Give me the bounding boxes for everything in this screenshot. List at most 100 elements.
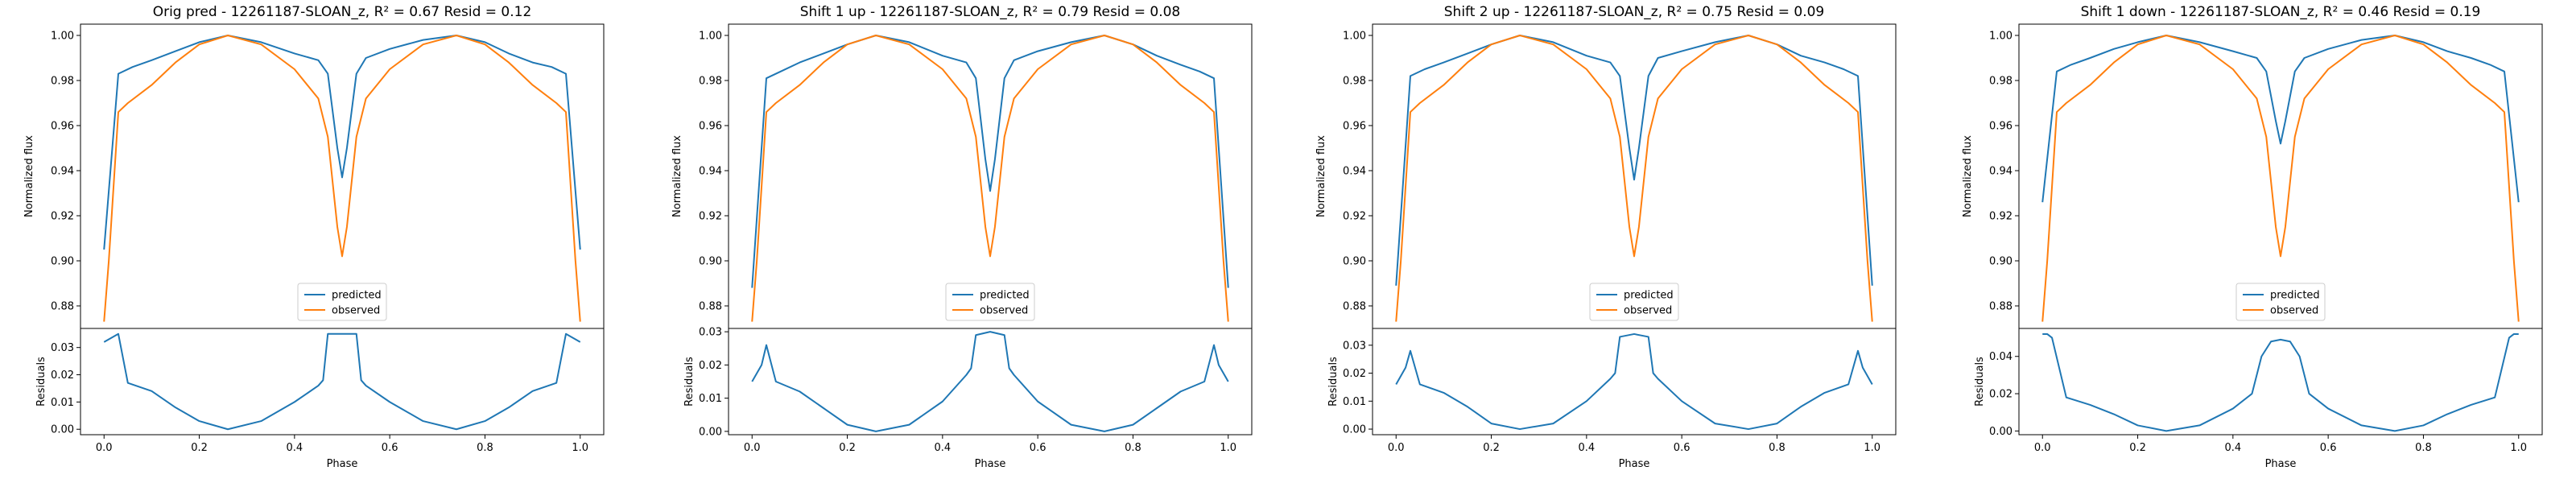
residual-ylabel: Residuals [683, 357, 696, 407]
residual-ytick-label: 0.02 [1343, 368, 1366, 380]
residual-ytick-label: 0.02 [1989, 389, 2013, 401]
flux-ytick-label: 0.92 [699, 211, 722, 223]
subplot-4: Shift 1 down - 12261187-SLOAN_z, R² = 0.… [1962, 4, 2543, 470]
series-observed-line [751, 35, 1229, 322]
legend-box [945, 283, 1035, 321]
chart-title: Shift 1 down - 12261187-SLOAN_z, R² = 0.… [2081, 4, 2481, 20]
chart-title: Shift 2 up - 12261187-SLOAN_z, R² = 0.75… [1444, 4, 1824, 20]
flux-ytick-label: 1.00 [699, 31, 722, 43]
flux-ytick-label: 0.90 [51, 256, 74, 268]
flux-ytick-label: 0.92 [1343, 211, 1366, 223]
legend-label-observed: observed [2270, 305, 2318, 317]
flux-ytick-label: 1.00 [51, 31, 74, 43]
phase-xtick-label: 0.8 [1125, 442, 1141, 454]
phase-xtick-label: 0.6 [2320, 442, 2337, 454]
flux-ytick-label: 0.88 [51, 301, 74, 313]
legend-label-predicted: predicted [2270, 290, 2320, 302]
series-observed-line [1395, 35, 1873, 322]
flux-ytick-label: 0.94 [1989, 166, 2013, 178]
residual-ytick-label: 0.01 [51, 397, 74, 409]
flux-ytick-label: 0.90 [699, 256, 722, 268]
flux-ytick-label: 0.88 [1989, 301, 2013, 313]
flux-ytick-label: 0.94 [1343, 166, 1366, 178]
series-predicted-line [751, 35, 1229, 288]
phase-xtick-label: 0.8 [2415, 442, 2432, 454]
phase-xtick-label: 0.4 [287, 442, 303, 454]
residual-ytick-label: 0.03 [699, 327, 722, 339]
phase-xlabel: Phase [1619, 458, 1650, 470]
subplot-3: Shift 2 up - 12261187-SLOAN_z, R² = 0.75… [1315, 4, 1897, 470]
series-residuals-line [103, 332, 581, 431]
chart-title: Shift 1 up - 12261187-SLOAN_z, R² = 0.79… [800, 4, 1180, 20]
phase-xtick-label: 0.6 [1674, 442, 1690, 454]
phase-xlabel: Phase [2265, 458, 2297, 470]
flux-ytick-label: 0.88 [1343, 301, 1366, 313]
legend-label-observed: observed [980, 305, 1028, 317]
residual-ytick-label: 0.03 [51, 342, 74, 354]
legend-label-predicted: predicted [980, 290, 1030, 302]
subplot-2: Shift 1 up - 12261187-SLOAN_z, R² = 0.79… [671, 4, 1253, 470]
residual-ytick-label: 0.00 [1989, 426, 2013, 438]
series-observed-line [2041, 35, 2520, 322]
phase-xtick-label: 1.0 [1220, 442, 1236, 454]
series-residuals-line [751, 331, 1229, 432]
phase-xtick-label: 0.2 [839, 442, 856, 454]
phase-xtick-label: 0.2 [2129, 442, 2146, 454]
chart-title: Orig pred - 12261187-SLOAN_z, R² = 0.67 … [153, 4, 532, 20]
residual-ytick-label: 0.00 [51, 424, 74, 436]
residual-ytick-label: 0.00 [1343, 424, 1366, 436]
flux-ytick-label: 0.96 [1343, 121, 1366, 133]
legend-box [2235, 283, 2326, 321]
residual-ytick-label: 0.03 [1343, 340, 1366, 352]
flux-ytick-label: 0.90 [1989, 256, 2013, 268]
residual-ytick-label: 0.01 [1343, 396, 1366, 408]
residual-axes-frame [1372, 328, 1897, 436]
flux-ytick-label: 0.94 [699, 166, 722, 178]
legend-label-observed: observed [1624, 305, 1672, 317]
phase-xlabel: Phase [327, 458, 358, 470]
flux-ytick-label: 0.88 [699, 301, 722, 313]
flux-ytick-label: 0.98 [1989, 76, 2013, 88]
residual-ytick-label: 0.00 [699, 426, 722, 438]
residual-ylabel: Residuals [1327, 357, 1340, 407]
phase-xtick-label: 0.4 [1579, 442, 1596, 454]
legend-label-predicted: predicted [332, 290, 382, 302]
flux-axes-frame [728, 23, 1253, 329]
flux-ylabel: Normalized flux [23, 135, 35, 217]
series-predicted-line [2041, 35, 2520, 203]
legend-box [297, 283, 387, 321]
legend-box [1589, 283, 1679, 321]
legend: predicted observed [2235, 283, 2326, 321]
flux-ytick-label: 0.94 [51, 166, 74, 178]
flux-ytick-label: 0.96 [699, 121, 722, 133]
series-predicted-line [1395, 35, 1873, 286]
flux-ylabel: Normalized flux [671, 135, 683, 217]
residual-ylabel: Residuals [1974, 357, 1986, 407]
series-residuals-line [1395, 332, 1873, 431]
phase-xtick-label: 1.0 [1864, 442, 1880, 454]
flux-ytick-label: 0.98 [1343, 76, 1366, 88]
flux-ytick-label: 0.92 [51, 211, 74, 223]
flux-axes-frame [2018, 23, 2543, 329]
series-residuals-line [2042, 332, 2519, 432]
phase-xtick-label: 0.2 [191, 442, 208, 454]
residual-ytick-label: 0.04 [1989, 351, 2013, 363]
phase-xlabel: Phase [975, 458, 1006, 470]
phase-xtick-label: 0.8 [1769, 442, 1785, 454]
residual-ylabel: Residuals [35, 357, 47, 407]
flux-ytick-label: 1.00 [1989, 31, 2013, 43]
phase-xtick-label: 1.0 [572, 442, 588, 454]
flux-ytick-label: 1.00 [1343, 31, 1366, 43]
flux-ylabel: Normalized flux [1962, 135, 1974, 217]
flux-ytick-label: 0.96 [1989, 121, 2013, 133]
residual-axes-frame [2018, 328, 2543, 436]
phase-xtick-label: 0.2 [1483, 442, 1500, 454]
series-predicted-line [103, 35, 581, 250]
phase-xtick-label: 0.0 [1388, 442, 1405, 454]
phase-xtick-label: 0.0 [96, 442, 113, 454]
legend: predicted observed [1589, 283, 1679, 321]
legend-label-predicted: predicted [1624, 290, 1674, 302]
phase-xtick-label: 0.4 [2225, 442, 2242, 454]
phase-xtick-label: 0.0 [744, 442, 761, 454]
